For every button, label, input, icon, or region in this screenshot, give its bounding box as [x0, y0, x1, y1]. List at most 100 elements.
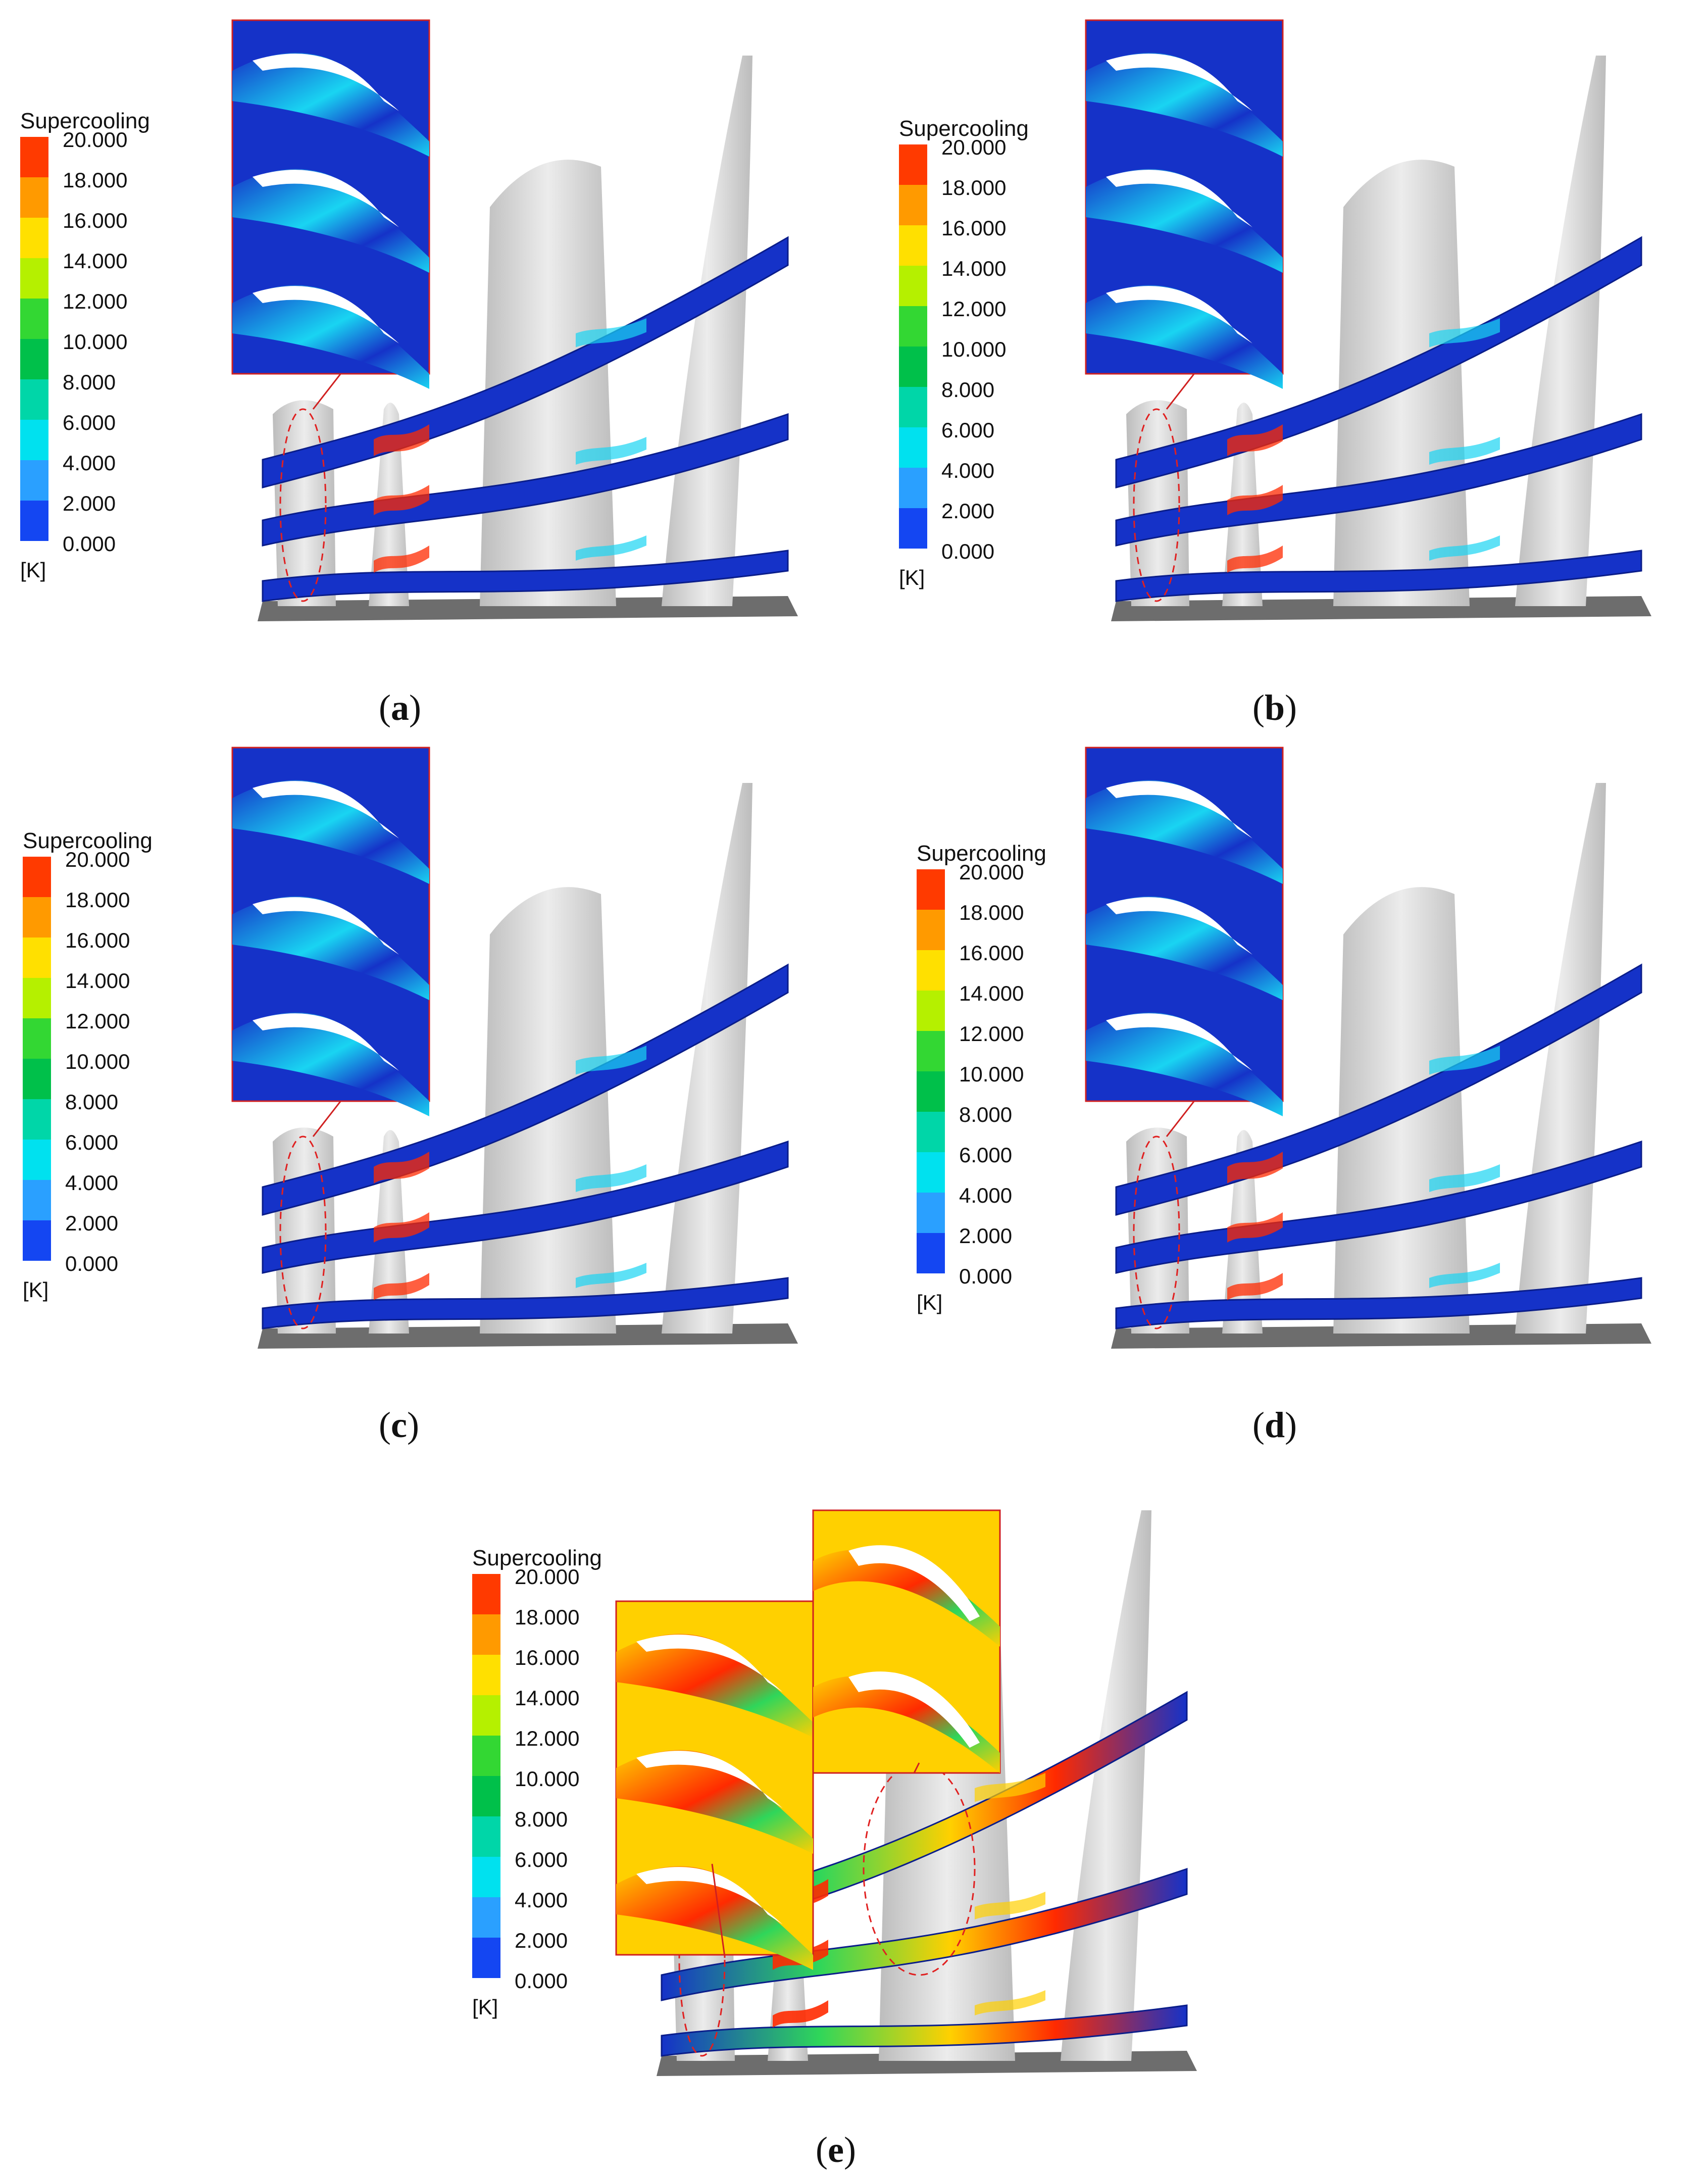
legend-tick-label: 6.000 — [959, 1143, 1013, 1167]
blade-rotor-2 — [662, 783, 752, 1334]
legend-tick-label: 4.000 — [65, 1171, 119, 1195]
sheet-hub — [262, 1277, 789, 1329]
legend-tick-label: 14.000 — [515, 1686, 580, 1710]
legend-band — [899, 144, 927, 185]
legend-band — [23, 1180, 51, 1220]
inset-blade-profile — [253, 170, 399, 227]
legend-tick-label: 20.000 — [941, 135, 1007, 159]
legend-band — [917, 869, 945, 910]
blade-rotor-2 — [1061, 1510, 1151, 2061]
legend-band — [917, 1112, 945, 1152]
inset-contour-band — [1086, 169, 1283, 273]
legend-tick-label: 10.000 — [63, 330, 128, 354]
inset-blade-profile — [1106, 781, 1252, 838]
legend-color-bar — [20, 137, 48, 541]
legend-band — [917, 1071, 945, 1112]
inset-leader-line — [1166, 1101, 1195, 1137]
legend-e: Supercooling [K] 20.000 18.000 16.000 14.00… — [472, 1546, 674, 2101]
legend-tick-label: 20.000 — [65, 848, 130, 871]
hot-streak — [374, 485, 429, 515]
caption-b: (b) — [1252, 687, 1297, 728]
caption-a: (a) — [379, 687, 421, 728]
hot-streak — [1227, 485, 1283, 515]
legend-band — [20, 258, 48, 299]
panel-d: Supercooling [K] 20.000 18.000 16.000 14.00… — [869, 743, 1677, 1445]
legend-tick-label: 4.000 — [515, 1888, 568, 1912]
legend-tick-label: 18.000 — [65, 888, 130, 912]
inset-blade-profile — [1106, 54, 1252, 111]
legend-band — [472, 1857, 500, 1897]
legend-band — [472, 1736, 500, 1776]
legend-band — [20, 339, 48, 379]
highlight-ellipse — [1133, 1136, 1180, 1329]
hot-streak — [773, 2000, 828, 2028]
legend-tick-label: 20.000 — [959, 860, 1024, 884]
caption-d: (d) — [1252, 1405, 1297, 1445]
legend-color-bar — [23, 857, 51, 1261]
caption-e: (e) — [816, 2130, 856, 2170]
legend-band — [20, 218, 48, 258]
legend-band — [472, 1695, 500, 1736]
sheet-hub — [1115, 550, 1642, 602]
legend-band — [899, 266, 927, 306]
warm-streak — [576, 1164, 646, 1192]
hot-streak — [1227, 424, 1283, 456]
inset-contour-band — [232, 896, 429, 1000]
legend-band — [899, 508, 927, 549]
warm-streak — [975, 1892, 1045, 1919]
warm-streak — [1429, 1263, 1500, 1288]
legend-band — [23, 938, 51, 978]
sheet-hub — [661, 2004, 1188, 2057]
legend-band — [472, 1897, 500, 1938]
inset-contour-band — [616, 1634, 813, 1738]
inset-contour-band — [1086, 1012, 1283, 1116]
legend-d: Supercooling [K] 20.000 18.000 16.000 14.00… — [917, 841, 1119, 1397]
inset-blade-profile — [1106, 897, 1252, 955]
legend-tick-label: 0.000 — [65, 1252, 119, 1275]
inset-contour-band — [813, 1675, 1000, 1773]
inset-blade-profile — [848, 1671, 980, 1748]
legend-tick-label: 4.000 — [959, 1183, 1013, 1207]
panel-b: Supercooling [K] 20.000 18.000 16.000 14.00… — [869, 15, 1677, 728]
inset-blade-profile — [636, 1751, 783, 1808]
legend-tick-label: 12.000 — [959, 1022, 1024, 1046]
inset-contour-band — [232, 780, 429, 884]
hot-streak — [1227, 1152, 1283, 1183]
hot-streak — [374, 1273, 429, 1300]
warm-streak — [975, 1773, 1045, 1802]
inset-leader-line — [1166, 373, 1195, 410]
legend-tick-label: 10.000 — [65, 1050, 130, 1073]
legend-tick-label: 16.000 — [63, 209, 128, 232]
legend-tick-label: 20.000 — [63, 128, 128, 152]
turbine-view-d — [1085, 747, 1651, 1349]
legend-unit: [K] — [20, 558, 46, 582]
legend-tick-label: 18.000 — [941, 176, 1007, 200]
inset-contour-band — [1086, 285, 1283, 389]
legend-tick-label: 12.000 — [941, 297, 1007, 321]
legend-band — [917, 1152, 945, 1193]
panel-a: Supercooling [K] 20.000 18.000 16.000 14.00… — [15, 15, 823, 728]
legend-tick-label: 2.000 — [65, 1211, 119, 1235]
legend-band — [20, 137, 48, 177]
legend-tick-label: 2.000 — [63, 491, 116, 515]
legend-band — [899, 225, 927, 266]
legend-band — [23, 978, 51, 1018]
inset-contour-band — [232, 53, 429, 157]
highlight-ellipse — [279, 1136, 327, 1329]
legend-tick-label: 0.000 — [63, 532, 116, 556]
legend-band — [899, 427, 927, 468]
legend-tick-label: 16.000 — [941, 216, 1007, 240]
legend-tick-label: 14.000 — [65, 969, 130, 993]
legend-tick-label: 8.000 — [63, 370, 116, 394]
legend-band — [20, 501, 48, 541]
legend-tick-label: 8.000 — [941, 378, 995, 402]
inset-blade-profile — [253, 54, 399, 111]
sheet-hub — [262, 550, 789, 602]
legend-band — [917, 1233, 945, 1273]
warm-streak — [576, 1046, 646, 1075]
inset-leader-line — [711, 1863, 725, 1955]
inset-blade-profile — [636, 1635, 783, 1692]
legend-tick-label: 12.000 — [65, 1009, 130, 1033]
legend-band — [23, 1220, 51, 1261]
legend-tick-label: 8.000 — [65, 1090, 119, 1114]
